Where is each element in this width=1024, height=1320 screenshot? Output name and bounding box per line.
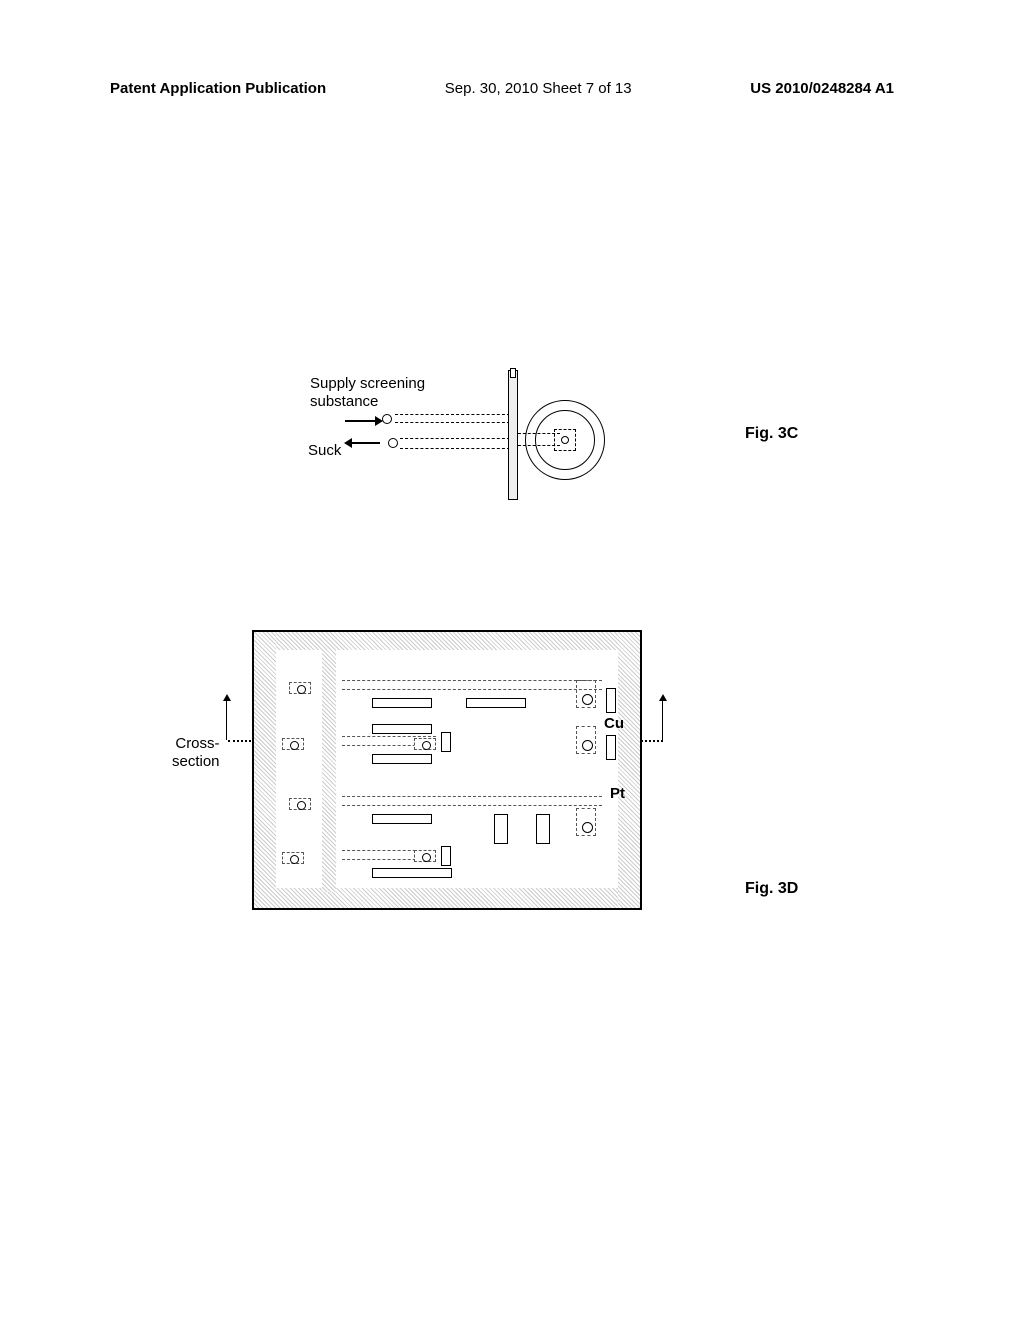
figure-3c: Supply screening substance Suck (290, 380, 610, 520)
header-sheet-info: Sep. 30, 2010 Sheet 7 of 13 (445, 80, 632, 97)
electrode-block (372, 754, 432, 764)
structure-bar (508, 370, 518, 500)
suck-arrow-icon (352, 442, 380, 444)
cu-electrode-label: Cu (604, 715, 624, 732)
outlet-port-icon (388, 438, 398, 448)
inlet-port-icon (289, 798, 311, 810)
figure-3d: Cu Pt (252, 630, 642, 910)
channel-line (400, 438, 510, 439)
chamber-channel (518, 445, 560, 446)
inlet-port-icon (282, 738, 304, 750)
frame-bottom (254, 888, 640, 908)
electrode-block (494, 814, 508, 844)
sensor-well-icon (576, 808, 596, 836)
electrode-block (441, 732, 451, 752)
cross-section-label: Cross- section (172, 735, 220, 771)
cross-section-arrow-icon (662, 700, 663, 740)
device-area: Cu Pt (276, 650, 618, 888)
channel-line (395, 414, 510, 415)
inlet-port-icon (289, 682, 311, 694)
inlet-port-icon (382, 414, 392, 424)
electrode-block (372, 814, 432, 824)
mid-port-icon (414, 738, 436, 750)
header-publication: Patent Application Publication (110, 80, 326, 97)
frame-right (618, 632, 640, 908)
electrode-block (372, 698, 432, 708)
sensor-well-icon (576, 726, 596, 754)
frame-left (254, 632, 276, 908)
pt-electrode-label: Pt (610, 785, 625, 802)
suck-label: Suck (308, 442, 341, 459)
channel-line (395, 422, 510, 423)
figure-3d-caption: Fig. 3D (745, 880, 798, 898)
mid-port-icon (414, 850, 436, 862)
inlet-port-icon (282, 852, 304, 864)
chamber-channel (518, 433, 560, 434)
cross-section-arrow-icon (226, 700, 227, 740)
contact-pad (606, 688, 616, 713)
electrode-block (372, 724, 432, 734)
header-pub-number: US 2010/0248284 A1 (750, 80, 894, 97)
supply-label: Supply screening substance (310, 375, 425, 411)
channel-line (400, 448, 510, 449)
microchannel (342, 680, 602, 690)
microchannel (342, 796, 602, 806)
contact-pad (606, 735, 616, 760)
electrode-block (536, 814, 550, 844)
top-connector (510, 368, 516, 378)
electrode-block (441, 846, 451, 866)
figure-3c-caption: Fig. 3C (745, 425, 798, 443)
electrode-block (372, 868, 452, 878)
electrode-block (466, 698, 526, 708)
supply-arrow-icon (345, 420, 375, 422)
page-header: Patent Application Publication Sep. 30, … (0, 80, 1024, 97)
center-port-icon (561, 436, 569, 444)
sensor-well-icon (576, 680, 596, 708)
frame-top (254, 632, 640, 650)
